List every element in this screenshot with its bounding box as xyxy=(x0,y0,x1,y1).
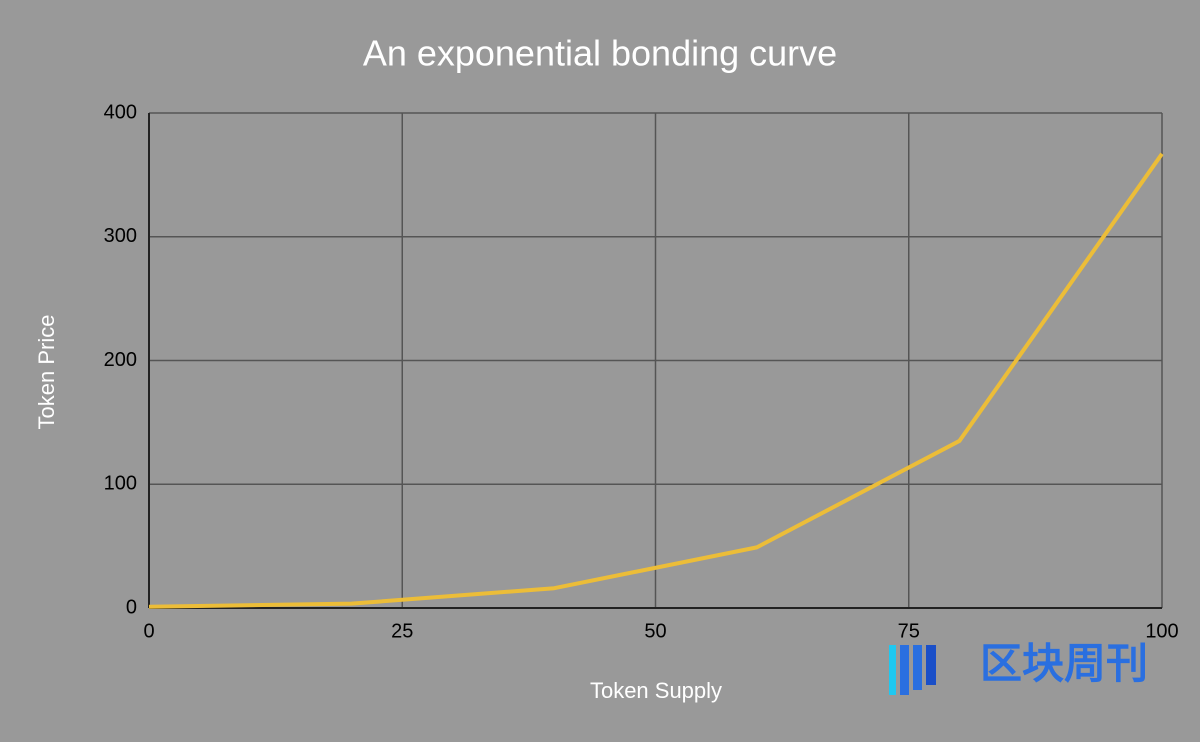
logo-bar xyxy=(889,645,896,695)
watermark: 区块周刊 xyxy=(980,640,1148,687)
y-tick-label: 400 xyxy=(104,101,137,123)
x-tick-label: 50 xyxy=(644,620,666,642)
logo-bar xyxy=(900,645,909,695)
y-tick-label: 0 xyxy=(126,596,137,618)
x-tick-label: 100 xyxy=(1145,620,1178,642)
logo-bar xyxy=(913,645,922,690)
x-axis-label: Token Supply xyxy=(590,678,722,703)
x-tick-label: 0 xyxy=(143,620,154,642)
y-tick-label: 100 xyxy=(104,473,137,495)
watermark-logo xyxy=(889,645,936,695)
chart-title: An exponential bonding curve xyxy=(363,33,837,74)
logo-bar xyxy=(926,645,936,685)
x-tick-label: 75 xyxy=(898,620,920,642)
x-tick-label: 25 xyxy=(391,620,413,642)
y-tick-label: 300 xyxy=(104,225,137,247)
y-tick-label: 200 xyxy=(104,349,137,371)
data-line xyxy=(148,152,1164,609)
y-axis-label: Token Price xyxy=(34,315,59,430)
